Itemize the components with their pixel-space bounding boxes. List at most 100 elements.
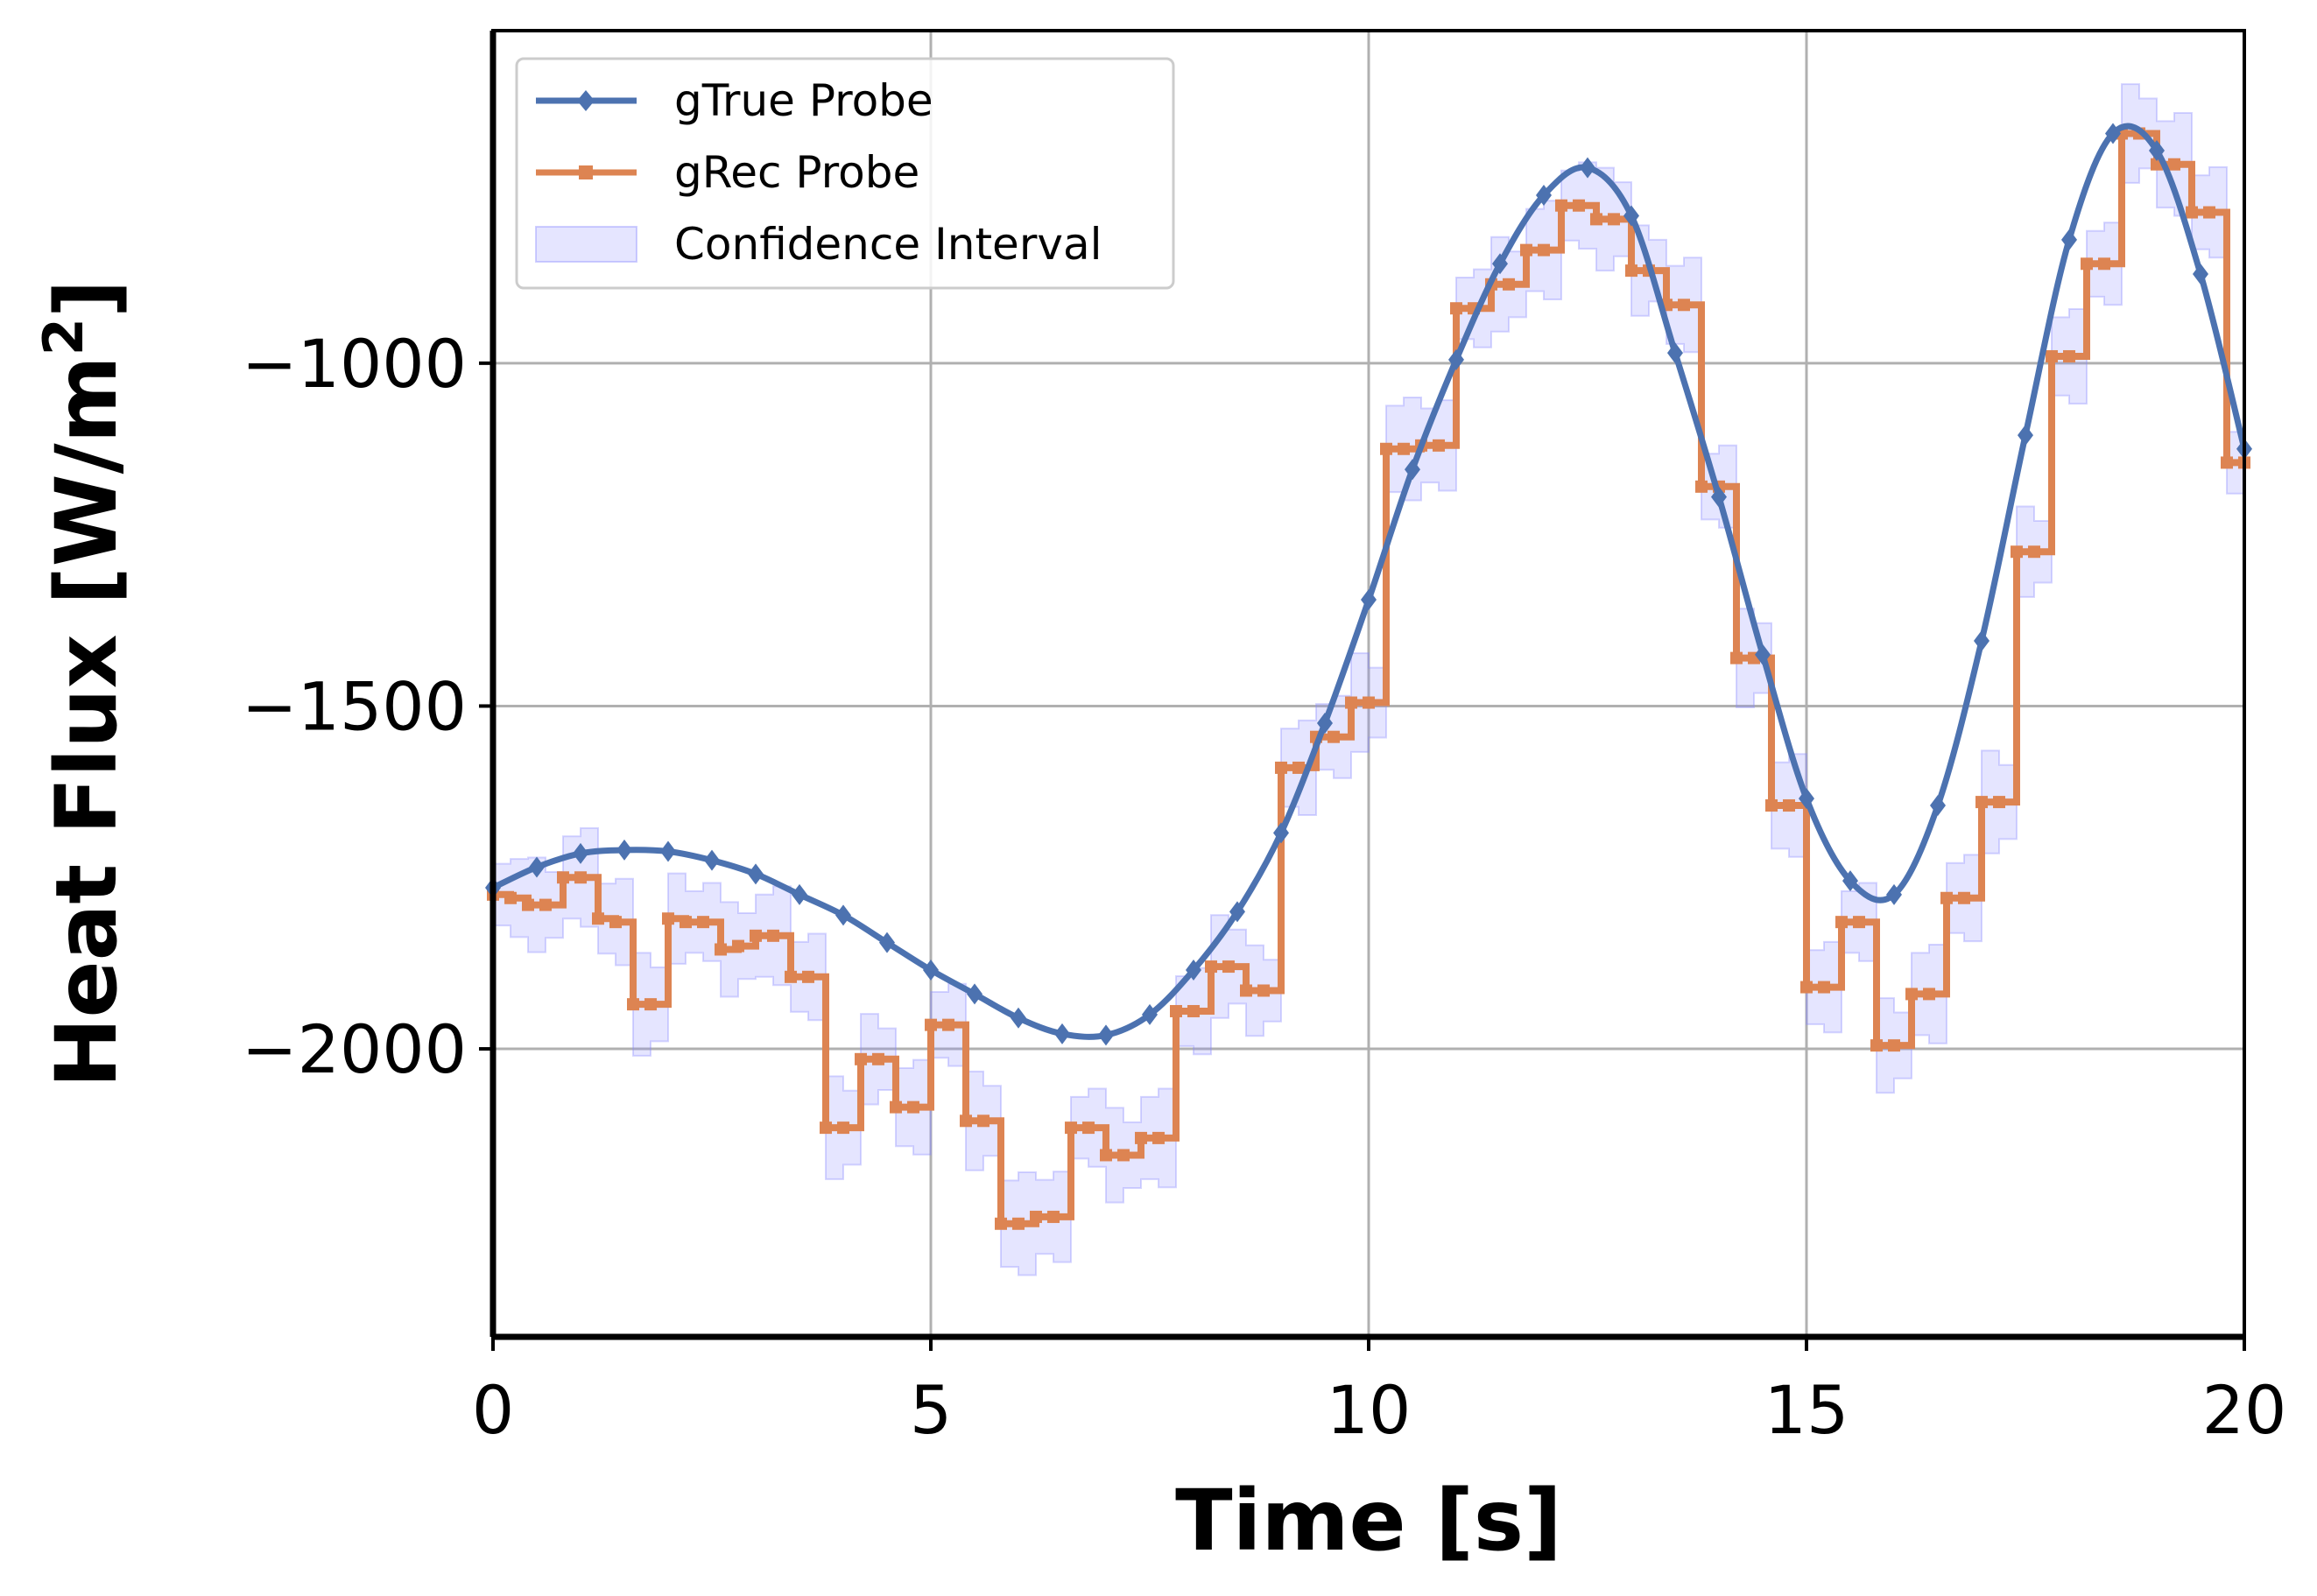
- gtrue-point: [529, 856, 545, 878]
- legend-box: [515, 57, 1175, 290]
- x-axis-title: Time [s]: [1175, 1472, 1562, 1570]
- grec-point: [1818, 981, 1830, 994]
- grec-point: [2168, 158, 2180, 171]
- gtrue-point: [1799, 788, 1814, 810]
- grec-point: [802, 970, 814, 983]
- grec-point: [557, 871, 569, 884]
- grec-point: [925, 1018, 937, 1031]
- y-axis-title: Heat Flux [W/m2]: [32, 279, 136, 1088]
- grec-point: [942, 1018, 954, 1031]
- gtrue-point: [1448, 348, 1464, 370]
- gtrue-point: [1273, 822, 1289, 844]
- grec-point: [2028, 545, 2040, 559]
- gtrue-point: [1711, 486, 1727, 508]
- grec-point: [1940, 891, 1953, 904]
- gtrue-point: [2193, 264, 2208, 285]
- gtrue-point: [1667, 342, 1683, 364]
- gtrue-point: [1930, 795, 1946, 817]
- grec-point: [1870, 1039, 1883, 1052]
- grec-point: [977, 1114, 989, 1128]
- grec-point: [680, 916, 692, 929]
- y-tick-label: −1000: [242, 325, 467, 403]
- y-axis-title-close: ]: [38, 279, 136, 318]
- grec-point: [1853, 916, 1865, 929]
- grec-point: [1608, 213, 1620, 226]
- grec-point: [1520, 243, 1532, 257]
- grec-point: [1345, 696, 1357, 709]
- y-axis-title-superscript: 2: [32, 318, 95, 355]
- legend-label-grec: gRec Probe: [674, 147, 919, 198]
- grec-point: [539, 898, 552, 911]
- grec-point: [697, 916, 709, 929]
- axis-ticks: 0 5 10 15 20 −1000 −1500 −2000: [242, 325, 2286, 1449]
- gtrue-point: [1755, 643, 1771, 665]
- x-tick-label: 0: [472, 1371, 514, 1449]
- gtrue-point: [1842, 870, 1858, 892]
- gtrue-point: [1011, 1007, 1026, 1029]
- grec-point: [1135, 1131, 1147, 1144]
- gtrue-point: [1054, 1023, 1070, 1044]
- gtrue-point: [879, 932, 895, 953]
- grec-point: [1555, 199, 1567, 212]
- gtrue-point: [1142, 1003, 1158, 1025]
- grec-point: [2203, 206, 2215, 219]
- grec-point: [2186, 206, 2198, 219]
- grec-point: [1678, 299, 1690, 312]
- y-tick-label: −1500: [242, 667, 467, 745]
- grec-point: [644, 998, 657, 1011]
- grec-point: [1170, 1004, 1182, 1017]
- gtrue-point: [573, 842, 588, 864]
- gtrue-point: [792, 883, 807, 905]
- grec-point: [907, 1100, 919, 1114]
- gtrue-point: [1492, 253, 1508, 275]
- legend: gTrue Probe gRec Probe Confidence Interv…: [515, 57, 1175, 290]
- series-layer: [485, 123, 2252, 1230]
- gtrue-point: [2018, 425, 2033, 446]
- x-tick-label: 20: [2202, 1371, 2287, 1449]
- grec-point: [1187, 1004, 1200, 1017]
- grec-point: [1152, 1131, 1165, 1144]
- legend-swatch-confidence: [535, 226, 637, 263]
- grec-point: [732, 939, 744, 953]
- grec-point: [1205, 960, 1217, 974]
- gtrue-point: [923, 959, 939, 981]
- gtrue-point: [2149, 140, 2165, 162]
- grec-point: [1573, 199, 1585, 212]
- grec-point: [2098, 257, 2110, 271]
- gtrue-point: [2105, 123, 2121, 144]
- y-axis-title-main: Heat Flux [W/m: [38, 355, 136, 1088]
- grec-point: [2081, 257, 2093, 271]
- grec-point: [1695, 480, 1708, 493]
- grec-point: [1398, 442, 1410, 455]
- grec-point: [890, 1100, 902, 1114]
- grec-point: [1328, 730, 1340, 743]
- legend-marker-gtrue: [577, 90, 595, 111]
- grec-point: [820, 1121, 832, 1135]
- gtrue-point: [1536, 184, 1552, 206]
- grec-point: [1450, 302, 1462, 315]
- grec-point: [609, 916, 622, 929]
- grec-point: [1433, 439, 1445, 452]
- grec-point: [1800, 981, 1813, 994]
- gtrue-point: [1405, 459, 1420, 481]
- x-tick-label: 10: [1327, 1371, 1412, 1449]
- grec-point: [522, 898, 534, 911]
- legend-marker-grec: [579, 165, 593, 179]
- gtrue-point: [748, 863, 764, 885]
- grec-point: [662, 912, 674, 925]
- grec-point: [1765, 799, 1778, 812]
- grec-point: [1783, 799, 1795, 812]
- grec-point: [1538, 243, 1550, 257]
- gtrue-point: [1623, 205, 1639, 227]
- grec-point: [1240, 984, 1252, 997]
- grec-point: [1047, 1210, 1060, 1223]
- x-tick-label: 5: [910, 1371, 952, 1449]
- grec-point: [1905, 988, 1918, 1001]
- grec-point: [2011, 545, 2023, 559]
- grec-point: [1975, 796, 1988, 809]
- gtrue-point: [1580, 157, 1595, 179]
- grec-point: [995, 1217, 1007, 1230]
- gtrue-point: [1229, 901, 1245, 923]
- grec-point: [1030, 1210, 1042, 1223]
- grec-point: [592, 912, 604, 925]
